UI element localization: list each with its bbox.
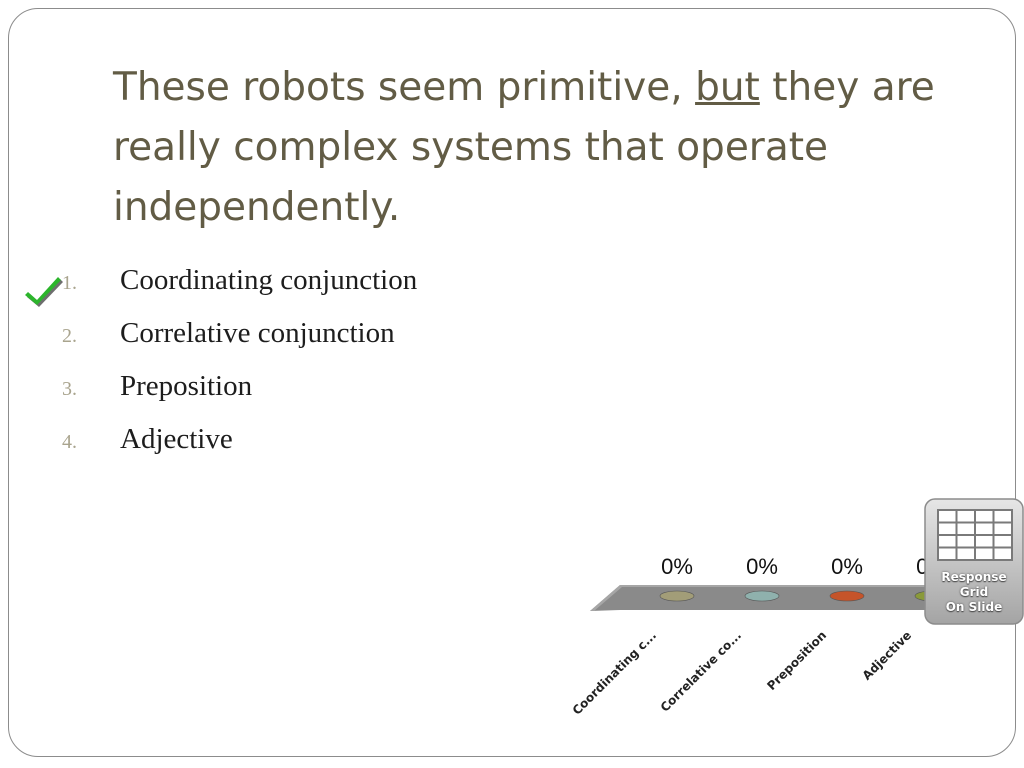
chart-value-labels: 0%0%0%0% (661, 554, 948, 579)
bar-1 (659, 590, 695, 602)
correct-checkmark-icon (25, 277, 63, 307)
title-part-2: they are really complex systems that ope… (113, 65, 935, 230)
bar-2 (744, 590, 780, 602)
badge-label-line-1: Response (941, 570, 1007, 584)
answer-text: Adjective (120, 423, 233, 455)
value-label-1: 0% (661, 554, 693, 579)
bar-3 (829, 590, 865, 602)
answer-number: 1. (62, 272, 77, 294)
badge-label-line-2: Grid (959, 585, 989, 599)
answer-text: Correlative conjunction (120, 317, 395, 349)
answer-option-3[interactable]: 3. Preposition (0, 368, 700, 408)
answer-text: Coordinating conjunction (120, 264, 418, 296)
title-part-1: These robots seem primitive, (113, 65, 696, 110)
category-label-1: Coordinating c... (570, 628, 659, 717)
slide-frame (8, 8, 1016, 757)
answer-text: Preposition (120, 370, 253, 402)
response-grid-icon (924, 498, 1024, 625)
category-label-4: Adjective (860, 628, 914, 682)
title-underlined-word: but (695, 65, 760, 110)
results-bar-chart: 0%0%0%0% Coordinating c...Correlative co… (570, 554, 950, 718)
question-title: These robots seem primitive, but they ar… (113, 58, 983, 238)
answer-number: 4. (62, 431, 77, 453)
chart-category-labels: Coordinating c...Correlative co... Prepos… (570, 628, 914, 717)
answer-number: 3. (62, 378, 77, 400)
response-grid-badge[interactable]: Response Grid On Slide (924, 498, 1024, 625)
answer-option-4[interactable]: 4. Adjective (0, 421, 700, 461)
answer-option-1[interactable]: 1. Coordinating conjunction (0, 262, 700, 302)
answer-option-2[interactable]: 2. Correlative conjunction (0, 315, 700, 355)
category-label-2: Correlative co... (658, 628, 744, 714)
value-label-2: 0% (746, 554, 778, 579)
category-label-3: Preposition (764, 628, 829, 693)
answer-number: 2. (62, 325, 77, 347)
value-label-3: 0% (831, 554, 863, 579)
badge-label-line-3: On Slide (945, 600, 1003, 614)
